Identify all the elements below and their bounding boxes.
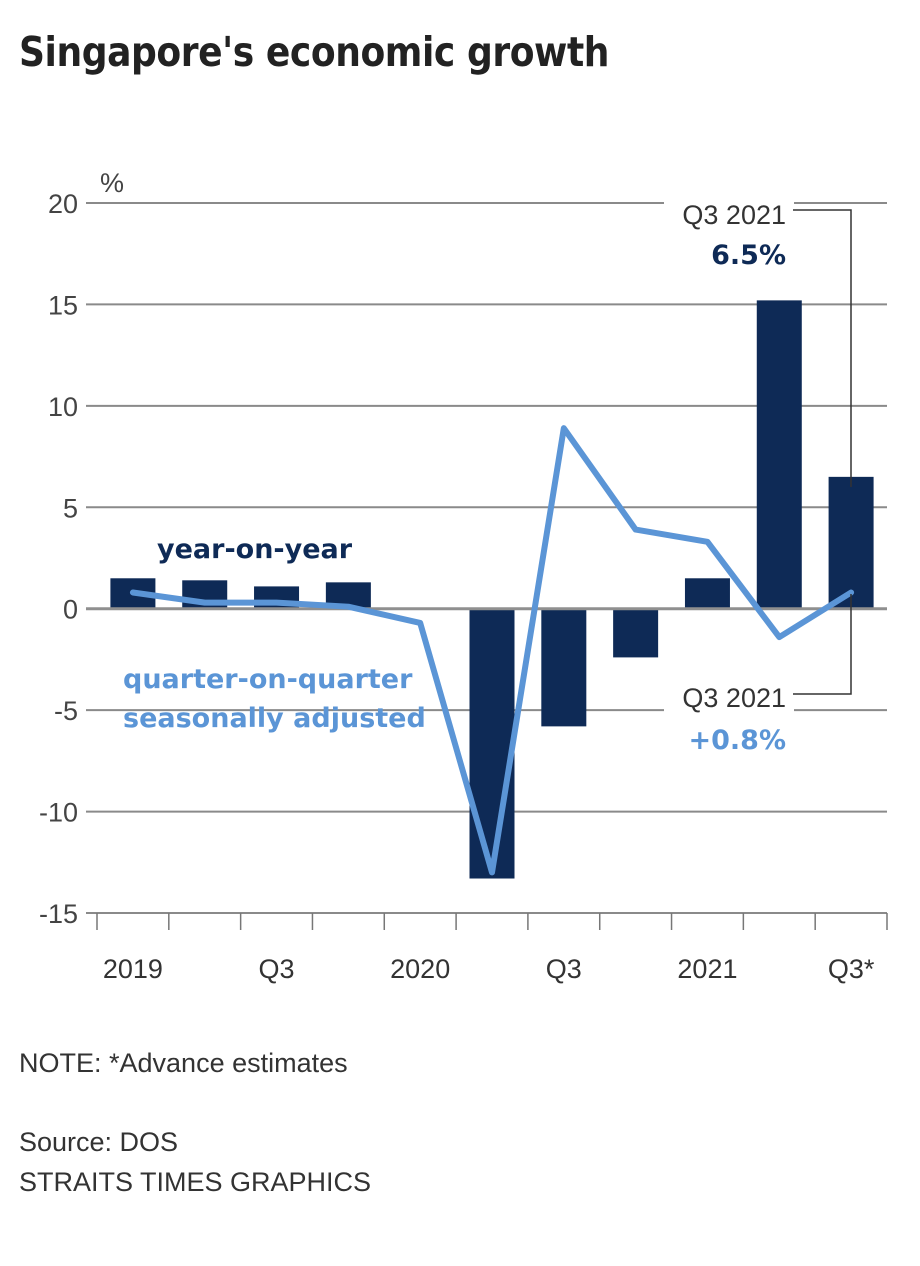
- annotation-qoq-period: Q3 2021: [682, 683, 786, 713]
- y-tick-label: 10: [48, 392, 78, 422]
- x-tick-label: 2020: [390, 954, 450, 984]
- chart-canvas: 20 15 10 5 0 -5 -10 -15 % 2019 Q3 2020 Q3 2021 Q3* y…: [39, 168, 888, 984]
- y-tick-label: -10: [39, 798, 78, 828]
- chart-title: Singapore's economic growth: [19, 28, 609, 76]
- annotation-yoy-leader-line: [793, 209, 852, 487]
- annotation-qoq-bg: [664, 684, 794, 764]
- y-axis-unit-label: %: [100, 168, 124, 198]
- bar-series-year-on-year: [110, 300, 874, 879]
- bar: [684, 578, 730, 609]
- x-tick-label: Q3: [546, 954, 582, 984]
- y-tick-label: 15: [48, 290, 78, 320]
- footnote: NOTE: *Advance estimates: [19, 1048, 348, 1078]
- x-tick-label: Q3: [259, 954, 295, 984]
- line-series-quarter-on-quarter: [129, 425, 855, 876]
- y-tick-label: 0: [63, 595, 78, 625]
- annotation-yoy-bg: [664, 195, 794, 275]
- y-axis-ticks: 20 15 10 5 0 -5 -10 -15: [39, 189, 78, 929]
- bar: [828, 476, 874, 609]
- credit-line: STRAITS TIMES GRAPHICS: [19, 1167, 372, 1197]
- bar: [756, 300, 802, 609]
- bar: [469, 608, 515, 879]
- x-axis: 2019 Q3 2020 Q3 2021 Q3*: [86, 912, 888, 984]
- annotation-qoq-leader-line: [793, 594, 852, 695]
- y-tick-label: 20: [48, 189, 78, 219]
- y-tick-label: 5: [63, 493, 78, 523]
- annotation-yoy-period: Q3 2021: [682, 200, 786, 230]
- y-tick-label: -15: [39, 899, 78, 929]
- source-line: Source: DOS: [19, 1127, 179, 1157]
- legend-label-quarter-on-quarter: quarter-on-quarter: [123, 664, 413, 695]
- annotations: Q3 2021 6.5% Q3 2021 +0.8%: [664, 195, 852, 764]
- x-tick-label: 2019: [103, 954, 163, 984]
- legend: year-on-year quarter-on-quarter seasonal…: [123, 534, 426, 734]
- y-tick-label: -5: [54, 696, 78, 726]
- legend-label-seasonally-adjusted: seasonally adjusted: [123, 703, 426, 734]
- source-credit: Source: DOS STRAITS TIMES GRAPHICS: [19, 1122, 371, 1202]
- annotation-qoq-value: +0.8%: [688, 725, 786, 756]
- bar: [613, 608, 659, 658]
- legend-label-year-on-year: year-on-year: [157, 534, 353, 565]
- bar: [541, 608, 587, 727]
- annotation-yoy-value: 6.5%: [711, 240, 786, 271]
- x-tick-label: 2021: [677, 954, 737, 984]
- x-tick-label: Q3*: [828, 954, 875, 984]
